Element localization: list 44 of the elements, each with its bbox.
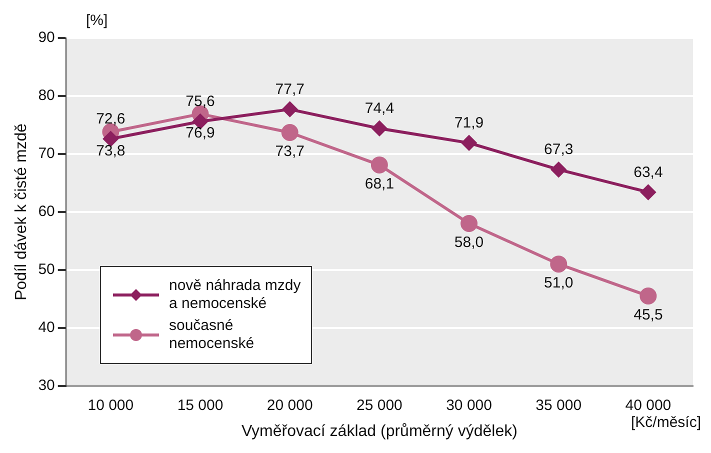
point [372,120,387,136]
y-tick-label: 90 [38,29,55,46]
x-tick-label: 35 000 [536,396,582,414]
point [370,156,388,174]
x-tick-label: 10 000 [88,396,134,414]
data-label: 72,6 [96,110,126,128]
x-tick-label: 20 000 [266,396,313,414]
point [551,162,566,178]
x-tick-label: 30 000 [446,396,492,414]
point [281,124,298,141]
y-tick-label: 80 [38,87,55,104]
point [282,102,298,117]
y-tick-label: 70 [38,145,55,162]
data-label: 75,6 [186,93,215,110]
data-label: 45,5 [634,306,663,324]
point [460,214,478,232]
data-label: 73,7 [275,143,304,160]
x-tick-label: 25 000 [356,396,402,414]
point [640,287,657,304]
data-label: 71,9 [454,114,484,132]
y-tick-label: 40 [38,318,55,336]
data-label: 67,3 [544,141,574,158]
y-tick-label: 30 [38,376,55,394]
y-axis-title: Podíl dávek k čisté mzdě [13,123,30,300]
data-label: 76,9 [186,124,215,142]
legend-label: současné nemocenské [169,317,256,353]
point [550,256,568,273]
data-label: 51,0 [544,274,574,292]
y-tick-label: 50 [38,261,55,278]
data-label: 77,7 [275,80,304,98]
text: [Kč/měsíc] [630,414,701,431]
x-tick-label: 40 000 [625,396,672,414]
x-tick-label: 15 000 [177,396,224,414]
x-axis-title: Vyměřovací základ (průměrný výdělek) [241,422,518,440]
point [640,184,656,200]
text: [%] [86,12,108,29]
data-label: 73,8 [96,142,126,160]
data-label: 74,4 [364,100,394,118]
data-label: 63,4 [634,164,663,181]
data-label: 58,0 [454,234,484,252]
y-tick-label: 60 [38,203,55,220]
data-label: 68,1 [364,176,394,193]
point [103,131,118,146]
point [462,135,477,150]
